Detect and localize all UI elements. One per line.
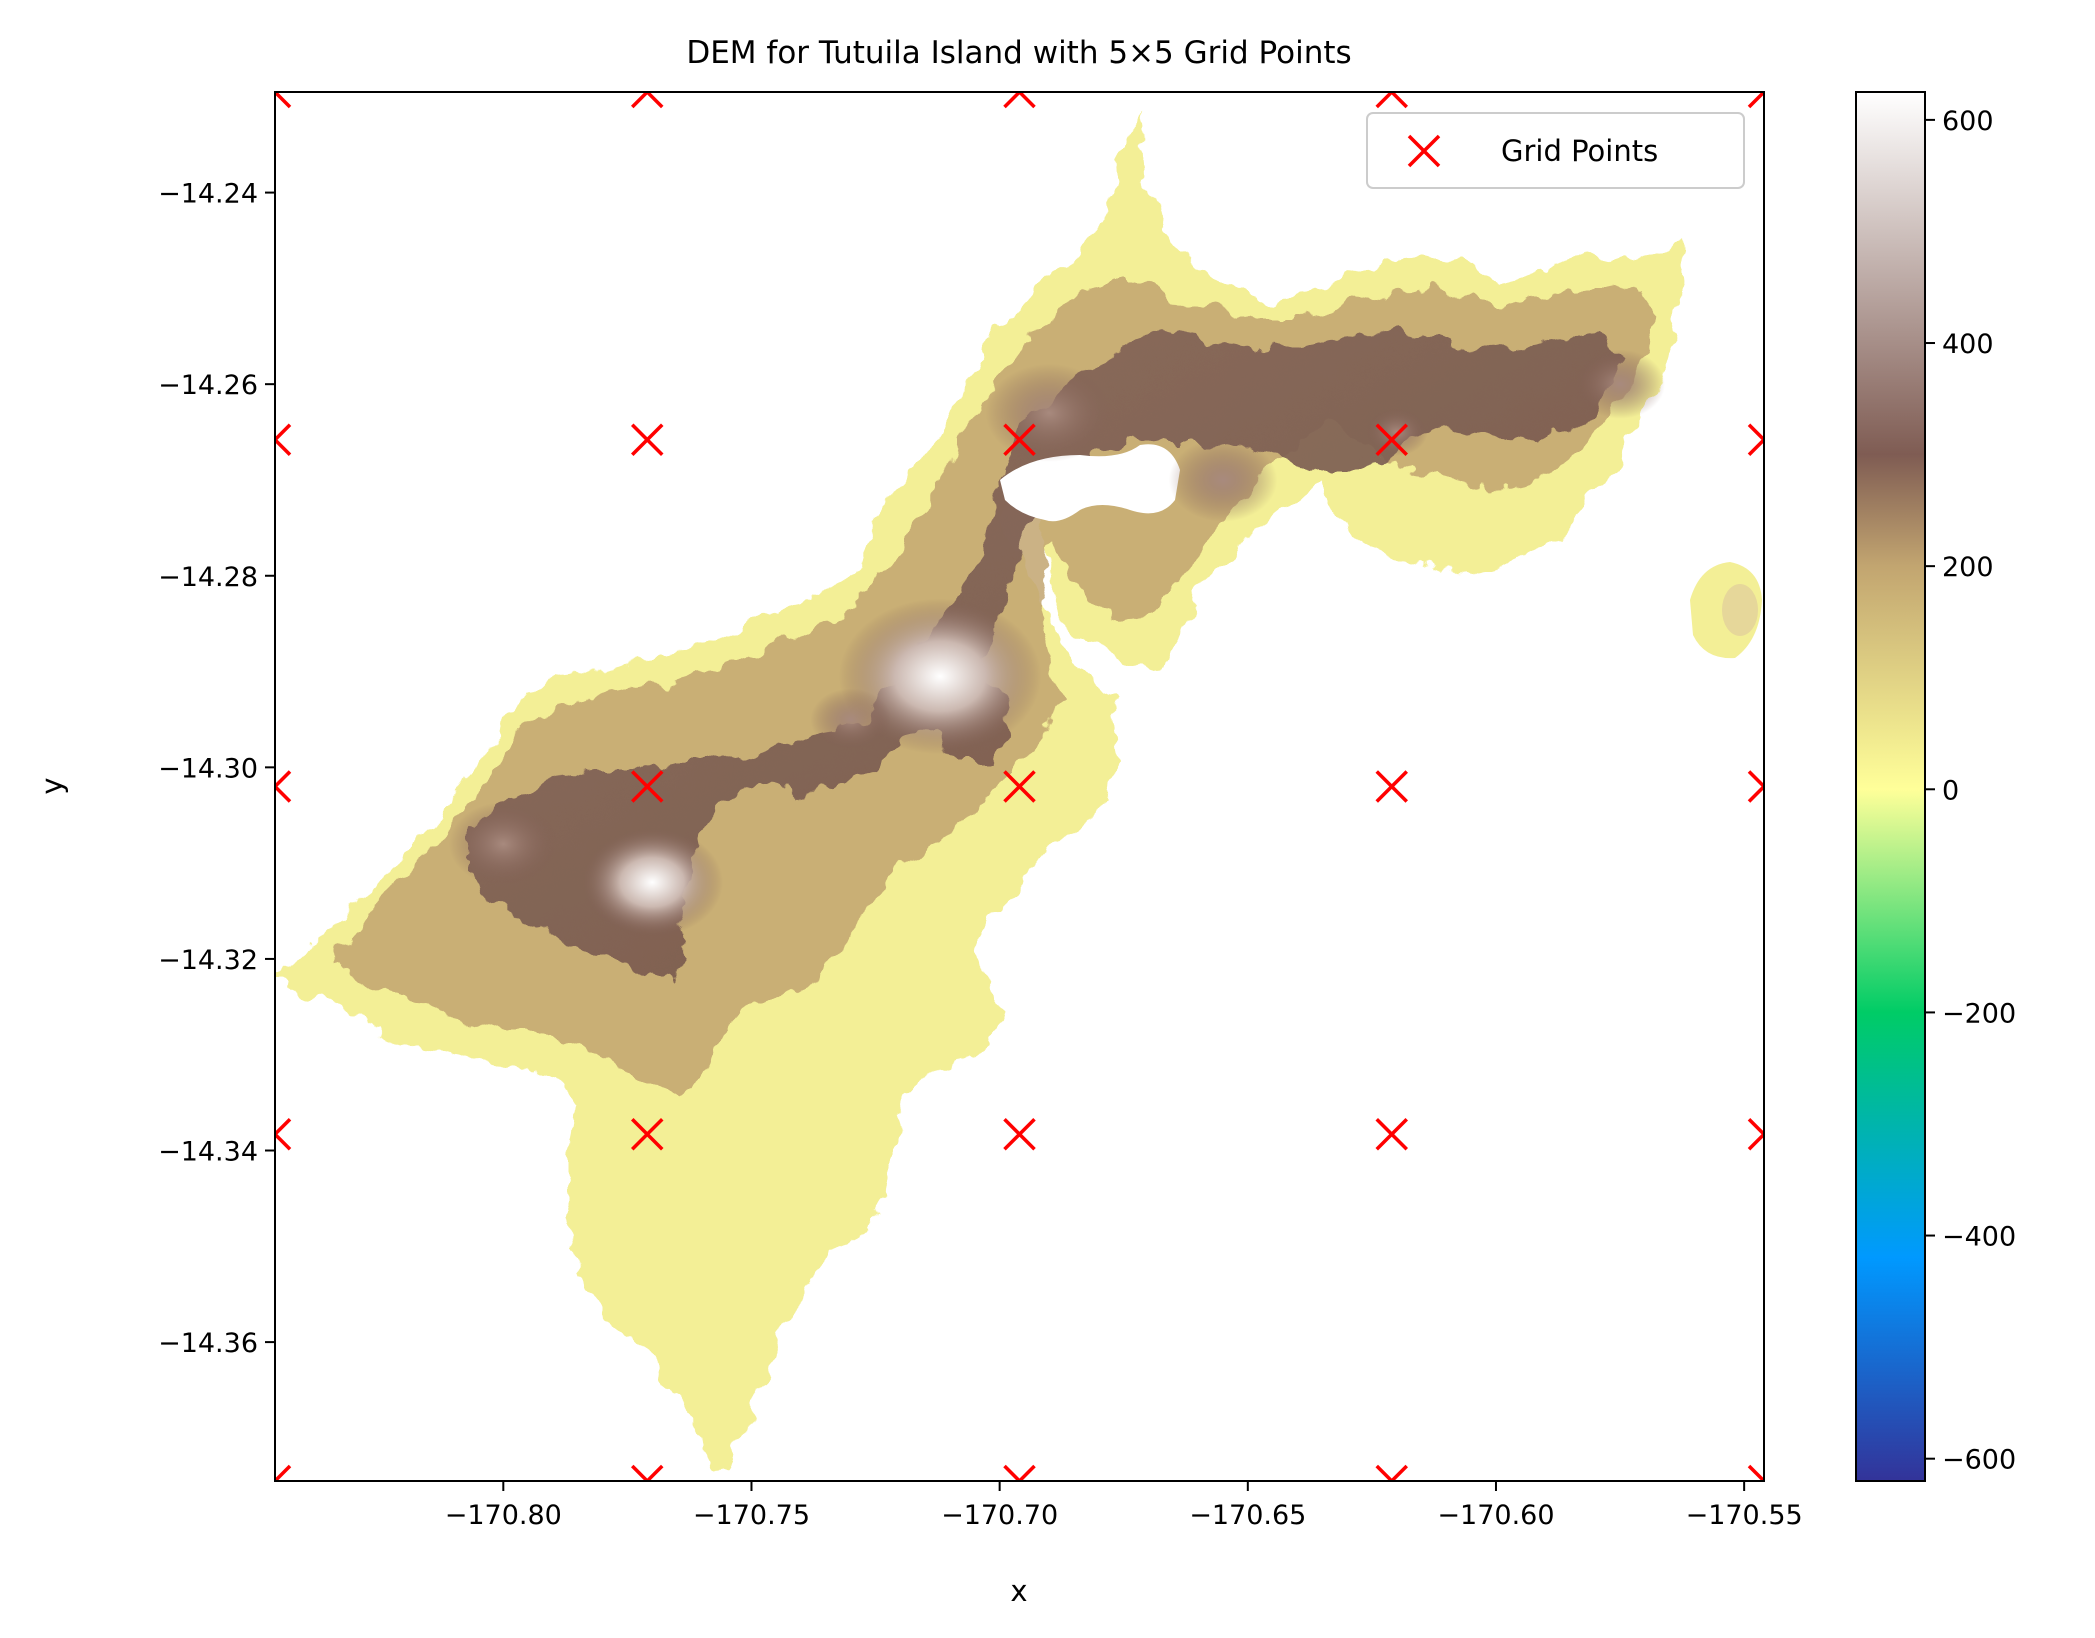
grid-point-marker [1375,1464,1408,1481]
y-tick-label: −14.28 [158,562,258,593]
legend: Grid Points [1366,112,1745,189]
grid-point-marker [631,92,664,109]
elevation-peak [581,827,723,937]
y-tick-label: −14.36 [158,1328,258,1359]
grid-point-marker [1375,423,1408,456]
elevation-peaks [448,349,1666,937]
x-tick-label: −170.75 [693,1500,810,1531]
y-axis: −14.24 −14.26 −14.28 −14.30 −14.32 −14.34 −14.… [158,179,275,1359]
colorbar-tick-label: −200 [1942,998,2016,1029]
colorbar-tick-label: 600 [1942,106,1994,137]
colorbar-tick-label: 200 [1942,552,1994,583]
grid-point-marker [631,1117,664,1151]
y-tick-label: −14.32 [158,945,258,976]
elevation-peak [448,802,558,886]
x-tick-label: −170.65 [1189,1500,1306,1531]
x-axis: −170.80 −170.75 −170.70 −170.65 −170.60 −170.… [445,1481,1803,1531]
grid-point-marker [1375,1117,1408,1151]
x-tick-label: −170.60 [1437,1500,1554,1531]
grid-point-marker [1747,1117,1764,1151]
y-tick-label: −14.24 [158,179,258,210]
grid-point-marker [275,770,292,803]
grid-point-marker [1003,92,1036,109]
x-tick-label: −170.70 [941,1500,1058,1531]
grid-point-marker [1003,423,1036,456]
elevation-peak [810,688,892,751]
grid-point-marker [1003,770,1036,803]
grid-point-marker [1747,423,1764,456]
elevation-peak [985,363,1113,462]
dem-raster [278,110,1762,1470]
colorbar-ticks: 600 400 200 0 −200 −400 −600 [1925,106,2016,1476]
colorbar-tick-label: 0 [1942,775,1959,806]
grid-point-marker [275,92,292,109]
colorbar: 600 400 200 0 −200 −400 −600 [1855,91,2016,1482]
grid-point-marker [1747,92,1764,109]
elevation-peak [1168,438,1278,522]
harbor [1000,444,1180,522]
grid-point-marker [275,1464,292,1481]
legend-label: Grid Points [1501,134,1658,168]
colorbar-tick-label: 400 [1942,329,1994,360]
grid-point-marker [1375,770,1408,803]
colorbar-tick-label: −400 [1942,1222,2016,1253]
grid-points-series [275,92,1764,1481]
grid-point-marker [1003,1464,1036,1481]
grid-point-marker [631,770,664,803]
grid-point-marker [631,423,664,456]
grid-point-marker [275,1117,292,1151]
x-tick-label: −170.80 [445,1500,562,1531]
grid-point-marker [1375,92,1408,109]
x-axis-label: x [1010,1574,1027,1608]
plot-area [274,91,1765,1482]
grid-point-marker [275,423,292,456]
y-tick-label: −14.26 [158,370,258,401]
elevation-peak [1575,349,1666,419]
colorbar-tick-label: −600 [1942,1445,2016,1476]
grid-point-marker [1747,770,1764,803]
y-tick-label: −14.30 [158,753,258,784]
grid-point-marker [1747,1464,1764,1481]
chart-title: DEM for Tutuila Island with 5×5 Grid Poi… [686,35,1351,71]
grid-point-marker [1003,1117,1036,1151]
legend-marker-x-icon [1407,134,1441,168]
grid-point-marker [631,1464,664,1481]
x-tick-label: −170.55 [1686,1500,1803,1531]
y-axis-label: y [35,777,69,794]
elevation-peak [1365,408,1428,456]
y-tick-label: −14.34 [158,1137,258,1168]
